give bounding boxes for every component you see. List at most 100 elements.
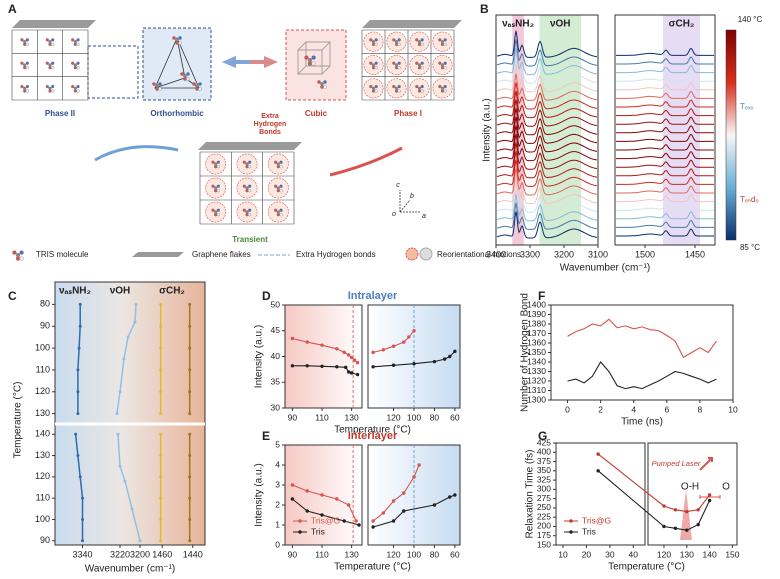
x-tick-label: 120 bbox=[657, 549, 671, 559]
x-tick-label: 100 bbox=[407, 549, 421, 559]
data-point bbox=[402, 340, 406, 344]
atom bbox=[374, 66, 378, 70]
atom bbox=[178, 36, 182, 40]
x-tick-label: 1500 bbox=[635, 249, 655, 259]
data-point bbox=[188, 517, 192, 521]
molecule-icon bbox=[242, 160, 252, 169]
band-label: νₐₛNH₂ bbox=[59, 286, 91, 297]
graphene-sheet bbox=[12, 20, 96, 28]
y-tick-label: 130 bbox=[35, 408, 50, 418]
atom bbox=[420, 89, 424, 93]
y-tick-label: 90 bbox=[40, 535, 50, 545]
x-tick-label: 40 bbox=[629, 549, 639, 559]
graphene-sheet bbox=[198, 142, 302, 150]
axis-label: o bbox=[392, 211, 396, 218]
y-tick-label: 120 bbox=[35, 386, 50, 396]
atom bbox=[214, 165, 218, 169]
spectrum bbox=[496, 73, 598, 101]
atom bbox=[276, 189, 280, 193]
data-point bbox=[707, 493, 712, 497]
atom bbox=[51, 89, 55, 93]
x-tick-label: 3340 bbox=[72, 549, 92, 559]
atom bbox=[274, 208, 278, 212]
y-tick-label: 225 bbox=[537, 511, 551, 521]
atom bbox=[374, 89, 378, 93]
band-label: σCH₂ bbox=[669, 19, 695, 30]
spectrum bbox=[496, 159, 598, 187]
atom bbox=[440, 89, 445, 93]
atom bbox=[394, 86, 399, 90]
spectrum bbox=[616, 193, 714, 203]
atom bbox=[186, 72, 190, 76]
legend-label: Tris@G bbox=[311, 515, 340, 525]
y-axis-label: Relaxation Time (fs) bbox=[525, 450, 536, 539]
data-point bbox=[77, 346, 81, 350]
molecule-icon bbox=[274, 208, 283, 217]
data-point bbox=[78, 302, 82, 306]
atom bbox=[369, 84, 373, 89]
atom bbox=[279, 160, 283, 164]
band-label: νOH bbox=[550, 19, 571, 30]
atom bbox=[317, 80, 321, 84]
spectrum bbox=[616, 90, 714, 99]
atom bbox=[443, 38, 447, 42]
plot-frame bbox=[614, 14, 716, 246]
atom bbox=[73, 63, 77, 67]
x-tick-label: 110 bbox=[315, 412, 329, 422]
spectrum bbox=[616, 228, 714, 237]
y-tick-label: 110 bbox=[36, 364, 50, 374]
y-tick-label: 1400 bbox=[527, 299, 546, 309]
molecule-icon bbox=[369, 84, 378, 93]
atom bbox=[438, 84, 442, 89]
x-tick-label: 60 bbox=[450, 549, 460, 559]
data-point bbox=[381, 348, 386, 352]
atom bbox=[242, 184, 246, 188]
atom bbox=[23, 40, 27, 44]
atom bbox=[214, 213, 218, 217]
x-tick-label: 130 bbox=[680, 549, 694, 559]
spectrum bbox=[496, 30, 598, 58]
x-tick-label: 2 bbox=[598, 404, 603, 414]
atom bbox=[371, 89, 376, 93]
data-point bbox=[342, 519, 346, 523]
spectrum bbox=[496, 202, 598, 230]
legend-label: Reorientational motions bbox=[437, 250, 521, 259]
atom bbox=[19, 250, 24, 255]
spectrum bbox=[496, 133, 598, 162]
atom bbox=[397, 38, 401, 42]
data-point bbox=[74, 432, 78, 436]
data-point bbox=[596, 469, 600, 473]
atom bbox=[417, 86, 422, 90]
y-axis-label: Intensity (a.u.) bbox=[482, 98, 493, 161]
x-tick-label: 3100 bbox=[588, 249, 608, 259]
data-point bbox=[305, 509, 309, 513]
atom bbox=[371, 42, 376, 46]
atom bbox=[374, 42, 378, 46]
label: Extra bbox=[261, 113, 279, 120]
y-tick-label: 375 bbox=[537, 456, 551, 466]
atom bbox=[443, 84, 447, 89]
atom bbox=[25, 84, 29, 89]
molecule-icon bbox=[211, 208, 220, 217]
selection-box bbox=[87, 45, 139, 99]
colorbar-mark: Tₑₓₒ bbox=[740, 102, 754, 111]
x-tick-label: 80 bbox=[430, 412, 440, 422]
spectrum bbox=[616, 185, 714, 194]
data-point bbox=[412, 362, 416, 366]
chart-title: Interlayer bbox=[348, 430, 398, 442]
atom bbox=[216, 189, 220, 193]
x-tick-label: 1460 bbox=[152, 549, 172, 559]
colorbar-label: 85 °C bbox=[740, 243, 760, 252]
atom bbox=[443, 42, 447, 46]
molecule-icon bbox=[438, 84, 447, 93]
data-point bbox=[159, 324, 163, 328]
y-tick-label: 1350 bbox=[527, 347, 546, 357]
atom bbox=[15, 256, 21, 261]
atom bbox=[48, 42, 52, 46]
molecule-icon bbox=[71, 38, 80, 46]
data-point bbox=[290, 336, 295, 341]
molecule-icon bbox=[242, 184, 252, 193]
spectrum bbox=[616, 176, 714, 185]
atom bbox=[216, 165, 220, 169]
data-point bbox=[432, 503, 437, 507]
